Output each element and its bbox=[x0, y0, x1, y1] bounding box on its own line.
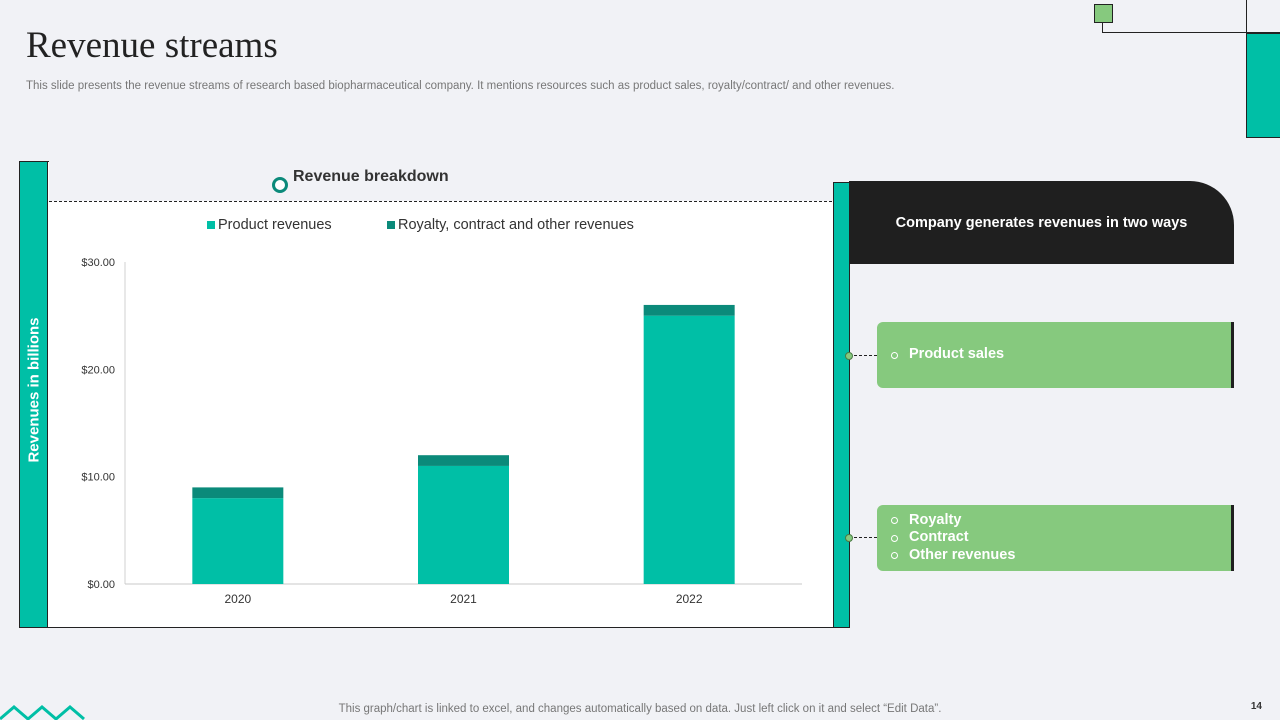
bar-product-revenues bbox=[643, 315, 735, 584]
info-header: Company generates revenues in two ways bbox=[849, 181, 1234, 264]
y-tick-label: $0.00 bbox=[87, 579, 115, 591]
zigzag-decoration bbox=[0, 705, 85, 720]
decorative-line bbox=[1102, 32, 1280, 33]
way-item-label: Contract bbox=[909, 529, 969, 546]
footnote: This graph/chart is linked to excel, and… bbox=[338, 703, 942, 715]
way-item: Other revenues bbox=[891, 547, 1231, 565]
y-axis-strip: Revenues in billions bbox=[20, 162, 48, 627]
chart-right-strip bbox=[833, 182, 850, 628]
way-item: Product sales bbox=[891, 346, 1231, 364]
decorative-square bbox=[1094, 4, 1113, 23]
bullet-ring-icon bbox=[891, 517, 898, 524]
way-item-label: Royalty bbox=[909, 511, 962, 528]
bar-royalty-other-revenues bbox=[418, 455, 509, 466]
heading-divider bbox=[49, 201, 832, 202]
info-header-text: Company generates revenues in two ways bbox=[895, 214, 1188, 231]
ring-icon bbox=[272, 177, 288, 193]
way-box-product-sales: Product sales bbox=[877, 322, 1234, 388]
bar-royalty-other-revenues bbox=[192, 487, 284, 499]
chart-heading: Revenue breakdown bbox=[293, 168, 449, 185]
panel-top-cover bbox=[49, 161, 851, 201]
slide-title: Revenue streams bbox=[26, 25, 278, 66]
bullet-ring-icon bbox=[891, 534, 898, 542]
x-tick-label: 2020 bbox=[224, 592, 251, 606]
legend-label: Product revenues bbox=[218, 217, 332, 233]
bar-product-revenues bbox=[418, 465, 509, 584]
y-tick-label: $20.00 bbox=[81, 364, 115, 376]
way-item-label: Other revenues bbox=[909, 546, 1016, 563]
bullet-ring-icon bbox=[891, 552, 898, 559]
y-axis-label: Revenues in billions bbox=[25, 317, 43, 463]
way-item: Contract bbox=[891, 529, 1231, 547]
bar-royalty-other-revenues bbox=[643, 304, 735, 316]
connector-line bbox=[849, 355, 877, 356]
y-tick-label: $10.00 bbox=[81, 472, 115, 484]
way-item: Royalty bbox=[891, 512, 1231, 530]
y-tick-label: $30.00 bbox=[81, 257, 115, 269]
legend-swatch bbox=[387, 221, 395, 229]
connector-line bbox=[849, 537, 877, 538]
revenue-chart[interactable]: $0.00 $10.00 $20.00 $30.00 2020 2021 2022 Produ… bbox=[48, 205, 818, 610]
connector-dot bbox=[845, 352, 853, 360]
legend-swatch bbox=[207, 221, 215, 229]
way-item-label: Product sales bbox=[909, 346, 1005, 363]
way-box-other-revenues: Royalty Contract Other revenues bbox=[877, 505, 1234, 571]
bar-product-revenues bbox=[192, 498, 284, 584]
decorative-line bbox=[1246, 0, 1247, 33]
legend-label: Royalty, contract and other revenues bbox=[398, 217, 634, 233]
x-tick-label: 2021 bbox=[450, 592, 477, 606]
slide-subtitle: This slide presents the revenue streams … bbox=[26, 80, 895, 92]
connector-dot bbox=[845, 534, 853, 542]
page-number: 14 bbox=[1250, 701, 1262, 712]
decorative-rectangle bbox=[1246, 33, 1280, 138]
bullet-ring-icon bbox=[891, 351, 898, 359]
x-tick-label: 2022 bbox=[676, 592, 703, 606]
